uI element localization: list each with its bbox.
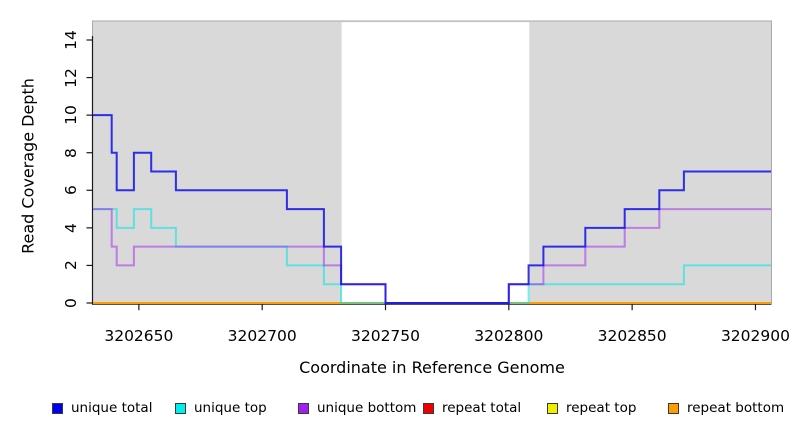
legend-label: repeat top <box>566 400 637 416</box>
legend-label: unique total <box>71 400 153 416</box>
legend-item-repeat-top: repeat top <box>547 399 636 417</box>
x-tick-label: 3202700 <box>227 327 297 345</box>
x-tick-label: 3202750 <box>350 327 421 345</box>
x-tick-label: 3202850 <box>597 327 667 345</box>
series-line-unique-top <box>93 208 771 304</box>
legend-swatch-icon <box>52 402 63 414</box>
legend-swatch-icon <box>298 402 309 414</box>
unshaded-gap-region <box>341 22 530 303</box>
legend-swatch-icon <box>423 402 434 414</box>
series-line-unique-total <box>93 114 771 304</box>
legend-item-unique-top: unique top <box>175 399 267 417</box>
x-axis-title: Coordinate in Reference Genome <box>299 358 565 377</box>
y-tick-label: 2 <box>62 260 80 271</box>
legend-item-repeat-bottom: repeat bottom <box>668 399 784 417</box>
legend-label: repeat bottom <box>687 400 785 416</box>
y-tick-label: 12 <box>62 67 80 88</box>
legend-swatch-icon <box>547 402 558 414</box>
y-tick-label: 4 <box>62 222 80 233</box>
legend-item-unique-bottom: unique bottom <box>298 399 416 417</box>
y-tick-label: 6 <box>62 185 80 196</box>
y-tick-label: 0 <box>62 298 80 308</box>
y-tick-label: 14 <box>62 30 80 50</box>
y-axis-title: Read Coverage Depth <box>18 78 38 254</box>
y-tick-label: 8 <box>62 147 80 158</box>
legend-swatch-icon <box>175 402 186 414</box>
legend-item-unique-total: unique total <box>52 399 152 417</box>
x-tick-label: 3202650 <box>104 327 174 345</box>
legend-label: unique top <box>194 400 267 416</box>
legend-label: repeat total <box>442 400 522 416</box>
x-tick-label: 3202900 <box>720 327 790 345</box>
legend-swatch-icon <box>668 402 679 414</box>
legend-item-repeat-total: repeat total <box>423 399 521 417</box>
y-tick-label: 10 <box>62 105 80 126</box>
legend-label: unique bottom <box>317 400 417 416</box>
x-tick-label: 3202800 <box>474 327 544 345</box>
